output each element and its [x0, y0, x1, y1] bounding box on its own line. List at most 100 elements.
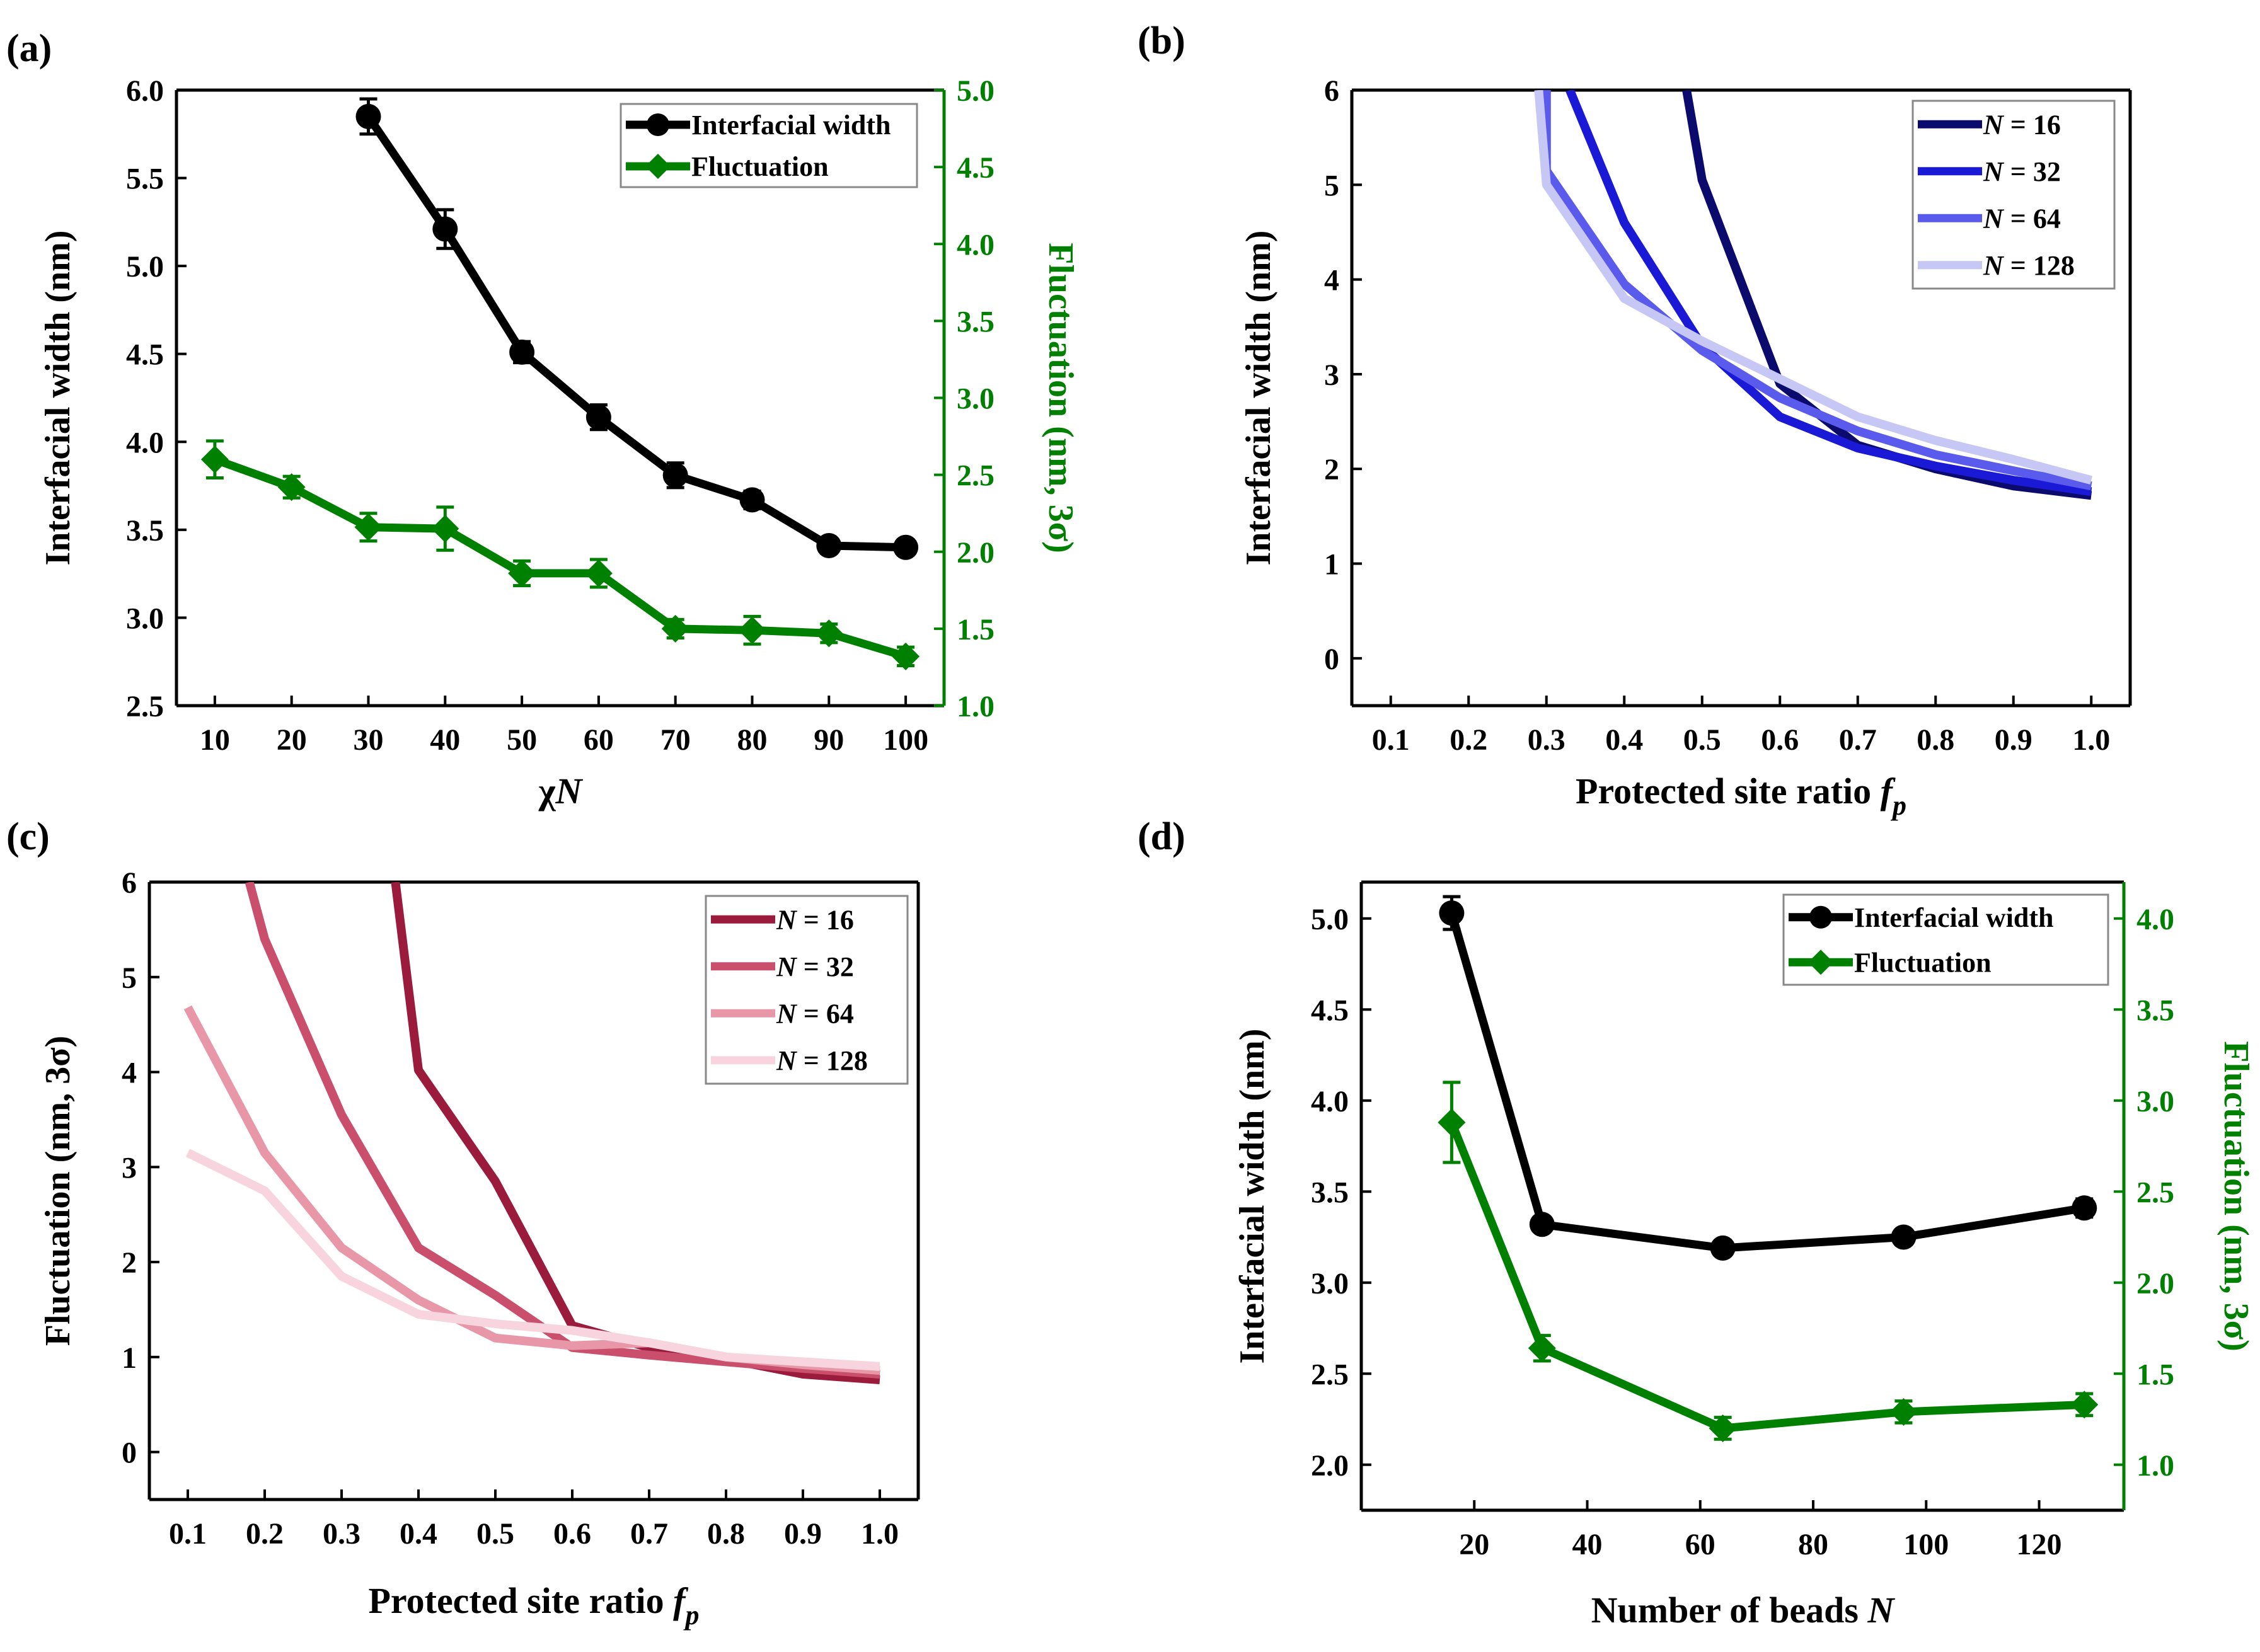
data-point	[277, 473, 306, 502]
x-tick-label: 60	[584, 723, 614, 757]
plot-area	[213, 114, 907, 661]
data-point	[662, 462, 688, 488]
data-point	[739, 487, 765, 513]
panel-c: (c) 0.1 0.2 0.3 0.4 0.5 0.6 0.7 0.8 0.9 1.0 0 1 2 3 4 5…	[6, 815, 920, 1631]
x-tick-label: 0.6	[1761, 723, 1799, 757]
legend: Interfacial width Fluctuation	[1782, 893, 2109, 986]
x-tick-label: 0.2	[246, 1517, 284, 1551]
y-tick-label: 0	[1324, 643, 1339, 676]
legend-label: N = 16	[1983, 109, 2061, 140]
y-tick-label: 3.0	[1311, 1267, 1349, 1300]
y-tick-label: 3.0	[126, 602, 164, 635]
data-point	[354, 513, 383, 541]
data-point	[355, 103, 381, 129]
x-tick-label: 80	[1798, 1528, 1828, 1561]
y-tick-label: 4.5	[1311, 994, 1349, 1027]
legend-box	[1782, 893, 2109, 986]
y2-tick-label: 1.5	[957, 613, 995, 646]
y-tick-label: 2.5	[1311, 1358, 1349, 1391]
data-point	[1529, 1212, 1555, 1237]
y-tick-label: 1	[122, 1341, 137, 1375]
legend-label: N = 16	[776, 904, 854, 935]
series-line	[1542, 90, 2092, 491]
legend: N = 16 N = 32 N = 64 N = 128	[705, 895, 909, 1085]
series-line	[1534, 90, 2093, 485]
x-tick-label: 0.2	[1450, 723, 1487, 757]
x-tick-label: 0.9	[1995, 723, 2032, 757]
data-point	[509, 339, 535, 365]
y-axis-label: Fluctuation (nm, 3σ)	[38, 1036, 78, 1346]
data-point	[816, 532, 842, 558]
legend-label: N = 32	[776, 951, 854, 982]
x-tick-label: 100	[883, 723, 928, 757]
x-tick-label: 40	[430, 723, 460, 757]
data-point	[815, 619, 843, 648]
x-tick-label: 10	[200, 723, 230, 757]
y-axis-label: Interfacial width (nm)	[1239, 231, 1278, 566]
legend-label: Fluctuation	[1854, 947, 1992, 978]
y-tick-label: 1	[1324, 548, 1339, 582]
y2-axis-label: Fluctuation (nm, 3σ)	[2217, 1041, 2256, 1351]
y-tick-label: 4.0	[1311, 1085, 1349, 1118]
legend-box	[1911, 100, 2116, 290]
legend-label: Interfacial width	[1854, 902, 2054, 933]
y-tick-label: 5.5	[126, 163, 164, 196]
y-tick-label: 2	[1324, 453, 1339, 486]
data-point	[584, 559, 613, 587]
data-point	[431, 515, 459, 543]
x-tick-label: 0.4	[1605, 723, 1643, 757]
data-point	[1439, 900, 1465, 926]
data-point	[1710, 1235, 1736, 1261]
y2-tick-label: 1.5	[2136, 1358, 2174, 1391]
y-tick-label: 4.5	[126, 338, 164, 372]
y-tick-label: 4.0	[126, 426, 164, 459]
y-tick-label: 5.0	[1311, 903, 1349, 936]
x-tick-label: 0.6	[553, 1517, 591, 1551]
legend-label: Interfacial width	[691, 110, 891, 141]
series-line	[1448, 1121, 2085, 1433]
legend-box	[705, 895, 909, 1085]
x-tick-label: 0.1	[1372, 723, 1410, 757]
legend-box	[620, 103, 918, 188]
legend-label: N = 32	[1983, 156, 2061, 187]
x-axis-label: Number of beads N	[1591, 1590, 1896, 1631]
data-point	[200, 445, 229, 474]
y-axis-label: Interfacial width (nm)	[38, 231, 78, 566]
y-tick-label: 2.0	[1311, 1449, 1349, 1483]
plot-area	[1534, 90, 2093, 500]
x-tick-label: 1.0	[861, 1517, 899, 1551]
x-tick-label: 1.0	[2072, 723, 2110, 757]
x-tick-label: 0.5	[1683, 723, 1721, 757]
x-tick-label: 90	[814, 723, 844, 757]
x-tick-label: 0.3	[323, 1517, 360, 1551]
y2-tick-label: 3.0	[957, 382, 995, 416]
data-point	[2072, 1195, 2097, 1221]
x-tick-label: 40	[1572, 1528, 1603, 1561]
y2-axis-label: Fluctuation (nm, 3σ)	[1041, 243, 1080, 553]
series-line	[365, 114, 906, 552]
panel-label: (b)	[1138, 20, 1185, 62]
y-tick-label: 2.5	[126, 690, 164, 723]
legend-label: N = 128	[776, 1045, 868, 1076]
y2-tick-label: 2.5	[2136, 1176, 2174, 1209]
x-tick-label: 50	[507, 723, 537, 757]
data-point	[1709, 1414, 1737, 1442]
panel-b: (b) 0.1 0.2 0.3 0.4 0.5 0.6 0.7 0.8 0.9 1.0 0 1 2 3 4 5…	[1138, 20, 2132, 821]
data-point	[1889, 1397, 1918, 1426]
x-tick-label: 0.4	[400, 1517, 437, 1551]
y-tick-label: 3.5	[1311, 1176, 1349, 1209]
x-tick-label: 20	[277, 723, 307, 757]
x-axis-label: Protected site ratio fp	[1576, 771, 1906, 821]
y-tick-label: 4	[1324, 264, 1339, 297]
x-tick-label: 0.8	[1917, 723, 1954, 757]
panel-label: (d)	[1138, 815, 1185, 858]
data-point	[508, 559, 536, 587]
panel-label: (c)	[6, 815, 50, 858]
series-line	[1565, 90, 2092, 496]
x-tick-label: 60	[1685, 1528, 1715, 1561]
y-tick-label: 2	[122, 1246, 137, 1280]
y-tick-label: 5.0	[126, 250, 164, 284]
x-tick-label: 0.3	[1528, 723, 1565, 757]
x-tick-label: 0.7	[1839, 723, 1877, 757]
